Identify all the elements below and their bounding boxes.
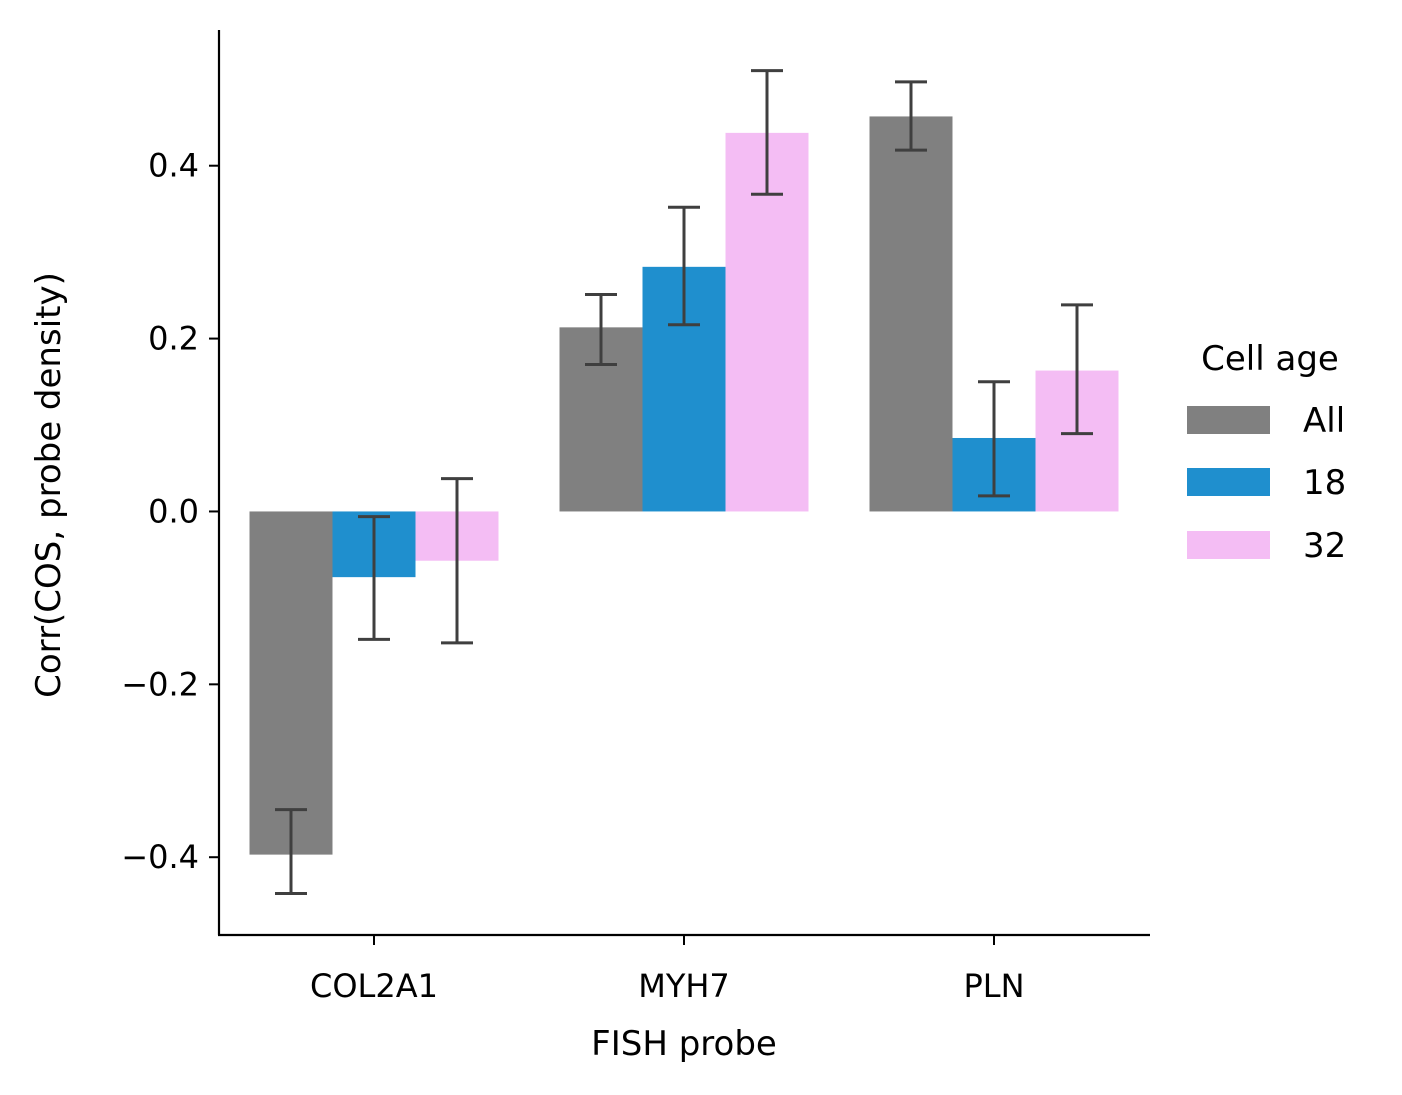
y-tick-label: −0.2: [121, 665, 199, 703]
y-axis-label: Corr(COS, probe density): [29, 272, 69, 698]
y-tick-label: 0.4: [148, 147, 199, 185]
legend: Cell age All 18 32: [1187, 339, 1346, 566]
bar: [249, 511, 333, 855]
y-tick-label: 0.2: [148, 320, 199, 358]
y-ticks: −0.4 −0.2 0.0 0.2 0.4: [121, 147, 219, 876]
legend-label: 18: [1303, 463, 1346, 503]
x-tick-label: MYH7: [638, 967, 730, 1005]
legend-label: 32: [1303, 526, 1346, 566]
y-tick-label: −0.4: [121, 838, 199, 876]
bar: [869, 116, 953, 512]
bars-layer: [249, 116, 1119, 855]
bar: [725, 132, 809, 512]
x-ticks: COL2A1 MYH7 PLN: [310, 935, 1025, 1005]
y-tick-label: 0.0: [148, 492, 199, 530]
x-tick-label: COL2A1: [310, 967, 438, 1005]
legend-title: Cell age: [1201, 339, 1339, 379]
legend-swatch: [1187, 406, 1270, 434]
x-axis-label: FISH probe: [591, 1024, 777, 1064]
legend-label: All: [1303, 401, 1345, 441]
legend-swatch: [1187, 468, 1270, 496]
error-bars-layer: [275, 69, 1093, 896]
legend-swatch: [1187, 531, 1270, 559]
x-tick-label: PLN: [963, 967, 1024, 1005]
